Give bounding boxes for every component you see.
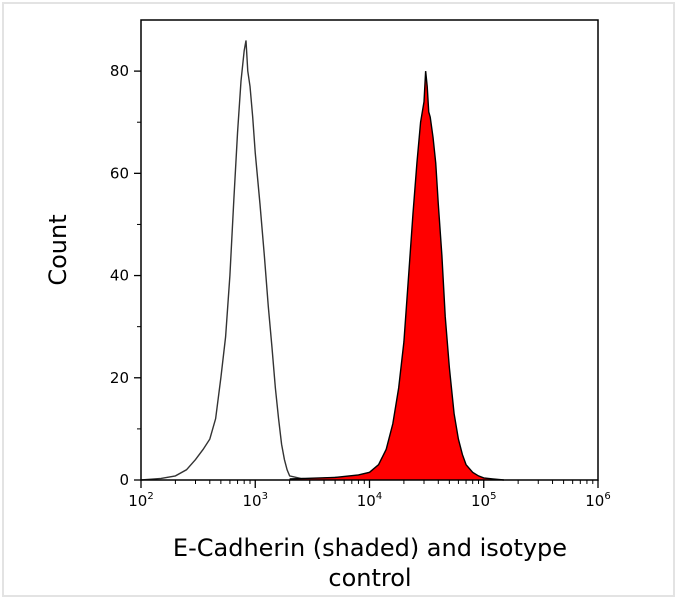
x-tick-label-4: 106	[585, 491, 610, 510]
x-tick-label-0: 102	[128, 491, 153, 510]
x-axis-title-line-1: E-Cadherin (shaded) and isotype	[173, 534, 567, 562]
y-tick-label-4: 80	[110, 62, 129, 80]
y-tick-label-1: 20	[110, 369, 129, 387]
axis-layer: 0 20 40 60 80 102 103 104 105 106	[110, 62, 611, 510]
x-tick-label-3: 105	[471, 491, 496, 510]
y-tick-label-2: 40	[110, 267, 129, 285]
x-axis-title-line-2: control	[328, 564, 411, 592]
series-1-outline	[289, 71, 504, 481]
x-tick-label-2: 104	[357, 491, 382, 510]
y-tick-label-3: 60	[110, 164, 129, 182]
plot-area-border	[140, 19, 599, 481]
x-tick-label-1: 103	[243, 491, 268, 510]
y-axis-title: Count	[44, 214, 72, 285]
series-layer	[140, 40, 504, 481]
y-tick-label-0: 0	[119, 471, 129, 489]
series-1-fill	[289, 71, 504, 481]
